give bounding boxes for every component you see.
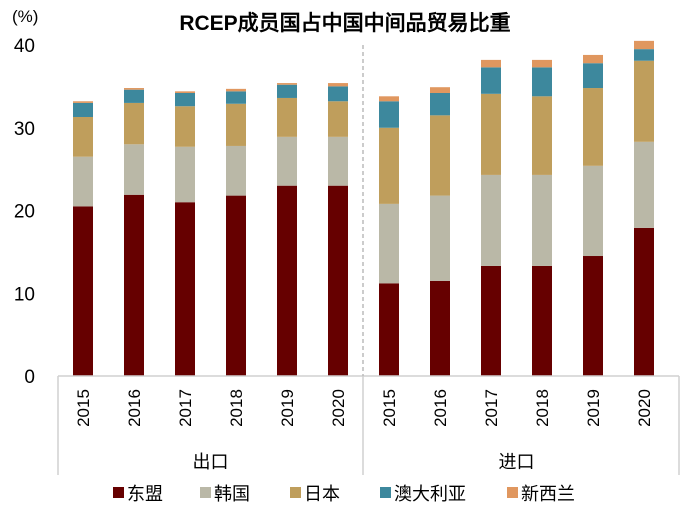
- bar-segment-0-6: [379, 283, 399, 376]
- y-tick-label: 30: [14, 119, 35, 140]
- legend-label: 东盟: [127, 484, 163, 504]
- bar-segment-3-7: [430, 92, 450, 116]
- category-axis-frame: [57, 45, 680, 475]
- x-tick-label: 2017: [482, 389, 501, 427]
- bar-segment-2-9: [532, 96, 552, 175]
- x-tick-label: 2015: [74, 389, 93, 427]
- bar-segment-0-4: [277, 185, 297, 376]
- x-tick-label: 2016: [431, 389, 450, 427]
- bar-segment-2-5: [328, 101, 348, 137]
- bar-segment-2-7: [430, 115, 450, 196]
- legend-swatch: [380, 487, 391, 498]
- legend-swatch: [200, 487, 211, 498]
- bar-segment-0-8: [481, 265, 501, 376]
- bar-segment-3-6: [379, 101, 399, 128]
- bar-segment-1-5: [328, 136, 348, 186]
- bar-segment-3-8: [481, 67, 501, 94]
- legend-swatch: [507, 487, 518, 498]
- bar-segment-1-0: [73, 156, 93, 207]
- y-tick-label: 0: [24, 367, 35, 388]
- bar-segment-2-11: [634, 60, 654, 142]
- bar-segment-0-7: [430, 280, 450, 376]
- bar-segment-2-10: [583, 88, 603, 166]
- bar-segment-4-2: [175, 91, 195, 93]
- group-label: 进口: [499, 452, 535, 472]
- bar-segment-0-1: [124, 194, 144, 376]
- bar-segment-4-4: [277, 83, 297, 85]
- bar-segment-0-3: [226, 195, 246, 376]
- bar-segment-4-9: [532, 59, 552, 68]
- bar-segment-4-5: [328, 83, 348, 87]
- group-labels: 出口 进口: [193, 452, 535, 472]
- bar-segment-2-6: [379, 127, 399, 204]
- bar-segment-2-0: [73, 116, 93, 157]
- bar-segment-1-6: [379, 203, 399, 284]
- legend-swatch: [113, 487, 124, 498]
- bar-segment-3-4: [277, 84, 297, 98]
- y-tick-label: 20: [14, 202, 35, 223]
- legend: 东盟 韩国 日本 澳大利亚 新西兰: [113, 484, 575, 504]
- bar-segment-1-7: [430, 195, 450, 281]
- group-label: 出口: [193, 452, 229, 472]
- chart-title: RCEP成员国占中国中间品贸易比重: [179, 11, 510, 35]
- bar-segment-0-11: [634, 227, 654, 376]
- bar-segment-3-9: [532, 67, 552, 97]
- bar-segment-2-4: [277, 97, 297, 137]
- x-tick-label: 2015: [380, 389, 399, 427]
- x-tick-label: 2018: [227, 389, 246, 427]
- bar-segment-4-6: [379, 96, 399, 102]
- x-tick-label: 2019: [584, 389, 603, 427]
- bar-segment-4-3: [226, 88, 246, 92]
- bar-segment-1-4: [277, 136, 297, 186]
- x-tick-label: 2019: [278, 389, 297, 427]
- bar-segment-2-8: [481, 93, 501, 175]
- bars: [73, 40, 654, 376]
- legend-label: 澳大利亚: [394, 484, 466, 504]
- bar-segment-0-2: [175, 202, 195, 376]
- bar-segment-1-1: [124, 144, 144, 195]
- legend-swatch: [290, 487, 301, 498]
- bar-segment-3-1: [124, 89, 144, 103]
- bar-segment-4-1: [124, 88, 144, 90]
- bar-segment-0-5: [328, 185, 348, 376]
- legend-label: 韩国: [214, 484, 250, 504]
- x-tick-label: 2016: [125, 389, 144, 427]
- x-tick-label: 2020: [329, 389, 348, 427]
- legend-label: 日本: [304, 484, 340, 504]
- x-tick-label: 2020: [635, 389, 654, 427]
- bar-segment-0-0: [73, 206, 93, 376]
- bar-segment-3-5: [328, 86, 348, 102]
- bar-segment-3-10: [583, 63, 603, 89]
- x-axis-labels: 2015 2016 2017 2018 2019 2020 2015 2016 2017 2018…: [74, 389, 654, 427]
- bar-segment-4-0: [73, 101, 93, 103]
- bar-segment-4-8: [481, 59, 501, 68]
- bar-segment-1-2: [175, 146, 195, 203]
- y-axis-unit-label: (%): [12, 7, 38, 26]
- bar-segment-0-9: [532, 265, 552, 376]
- bar-segment-1-8: [481, 174, 501, 266]
- legend-label: 新西兰: [521, 484, 575, 504]
- bar-segment-1-11: [634, 141, 654, 228]
- y-tick-label: 10: [14, 284, 35, 305]
- bar-segment-2-1: [124, 102, 144, 145]
- bar-segment-2-3: [226, 103, 246, 146]
- bar-segment-3-3: [226, 91, 246, 104]
- bar-segment-1-3: [226, 145, 246, 196]
- bar-segment-3-0: [73, 102, 93, 117]
- bar-segment-1-9: [532, 174, 552, 266]
- bar-segment-4-11: [634, 40, 654, 50]
- bar-segment-1-10: [583, 165, 603, 257]
- x-tick-label: 2017: [176, 389, 195, 427]
- bar-segment-4-10: [583, 54, 603, 64]
- bar-segment-2-2: [175, 106, 195, 147]
- bar-segment-4-7: [430, 87, 450, 93]
- x-tick-label: 2018: [533, 389, 552, 427]
- bar-segment-3-11: [634, 49, 654, 61]
- y-axis-ticks: 0 10 20 30 40: [14, 36, 35, 388]
- y-tick-label: 40: [14, 36, 35, 57]
- bar-segment-3-2: [175, 92, 195, 107]
- bar-segment-0-10: [583, 256, 603, 376]
